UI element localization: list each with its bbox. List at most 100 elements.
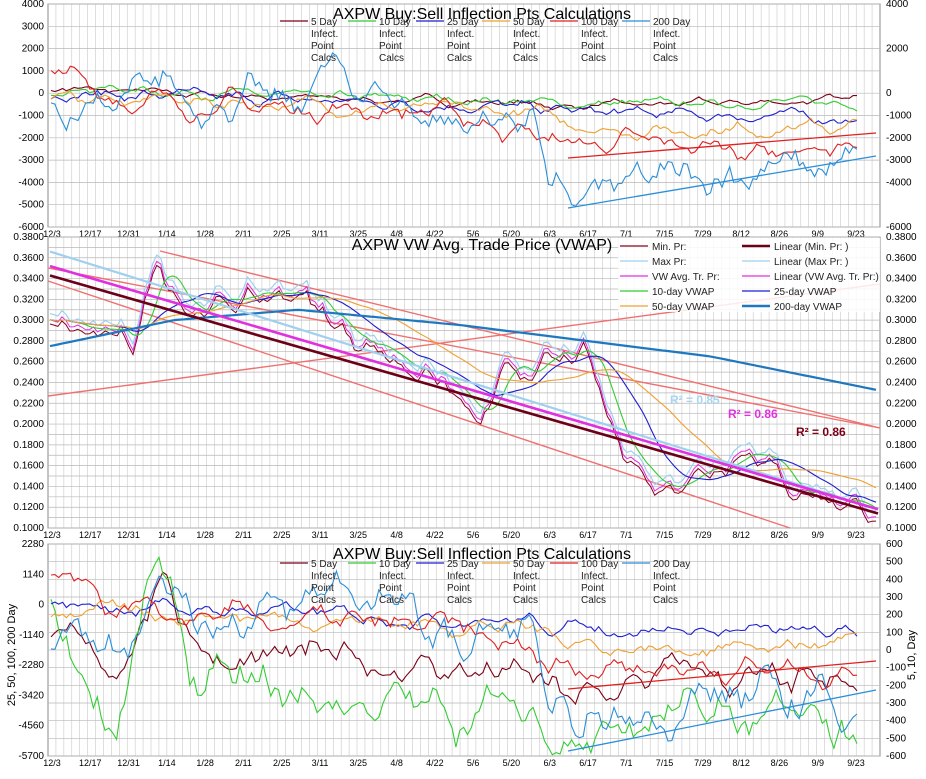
legend-label: Linear (VW Avg. Tr. Pr:) (774, 272, 879, 283)
r-squared-label: R² = 0.86 (728, 407, 778, 421)
x-tick-label: 8/26 (771, 758, 789, 768)
x-tick-label: 8/12 (732, 530, 750, 540)
y-axis-label-left: 25, 50, 100, 200 Day (6, 603, 18, 706)
legend-label: 200 Day (653, 17, 690, 28)
y-tick-left: 1140 (22, 569, 44, 580)
x-tick-label: 5/6 (467, 758, 480, 768)
x-tick-label: 3/11 (312, 530, 329, 540)
chart-title: AXPW Buy:Sell Inflection Pts Calculation… (333, 546, 631, 563)
x-tick-label: 7/29 (694, 758, 712, 768)
x-tick-label: 12/31 (117, 758, 140, 768)
y-tick-right: 0.1000 (886, 523, 917, 534)
y-tick-left: 0 (38, 600, 44, 611)
y-tick-right: 0.1800 (886, 440, 917, 451)
x-tick-label: 4/22 (426, 758, 444, 768)
x-tick-label: 2/11 (235, 530, 252, 540)
legend-label: Point (311, 583, 334, 594)
legend-box (618, 238, 880, 312)
y-tick-right: -3000 (886, 155, 912, 166)
y-tick-right: 0.2400 (886, 378, 917, 389)
legend-label: Calcs (653, 53, 678, 64)
linear-min-price (49, 274, 879, 515)
panel-2: 12/3 12/17 12/31 1/14 1/28 2/11 2/25 3/11 3/25 4/… (13, 232, 917, 540)
y-tick-right: 0.2600 (886, 357, 917, 368)
x-tick-label: 1/28 (196, 229, 214, 239)
y-tick-right: 0.1400 (886, 481, 917, 492)
y-tick-left: 0.3800 (13, 232, 44, 243)
y-tick-right: 100 (886, 627, 903, 638)
legend-label: Calcs (311, 53, 336, 64)
x-tick-label: 1/14 (158, 530, 176, 540)
legend-label: 100 Day (581, 17, 618, 28)
x-tick-label: 7/1 (620, 758, 633, 768)
legend-label: 200-day VWAP (774, 302, 842, 313)
panel-2-series (47, 250, 881, 529)
y-tick-right: 200 (886, 610, 903, 621)
legend-label: 50-day VWAP (652, 302, 715, 313)
y-tick-right: 600 (886, 539, 903, 550)
y-tick-left: 0.3600 (13, 253, 44, 264)
x-tick-label: 4/8 (390, 758, 403, 768)
legend-label: Max Pr: (652, 257, 686, 268)
legend-label: Infect. (653, 571, 680, 582)
panel-1-horizontal-grid (48, 3, 880, 228)
legend-label: Calcs (581, 595, 606, 606)
x-tick-label: 8/12 (732, 229, 750, 239)
x-tick-label: 7/1 (620, 229, 633, 239)
x-tick-label: 12/17 (79, 229, 102, 239)
x-tick-label: 2/11 (235, 758, 252, 768)
x-tick-label: 6/3 (543, 758, 556, 768)
x-tick-label: 9/9 (811, 758, 824, 768)
panel-1: 12/3 12/17 12/31 1/14 1/28 2/11 2/25 3/11 3/25 4/… (18, 0, 912, 239)
legend-label: Point (447, 41, 470, 52)
legend-label: Infect. (513, 29, 540, 40)
x-tick-label: 9/9 (811, 530, 824, 540)
x-tick-label: 2/25 (273, 530, 291, 540)
legend-label: Infect. (581, 571, 608, 582)
y-tick-left: -2280 (18, 660, 44, 671)
y-tick-right: -6000 (886, 222, 912, 233)
y-tick-left: -5700 (18, 751, 44, 762)
legend-label: 10-day VWAP (652, 287, 715, 298)
x-tick-label: 5/6 (467, 229, 480, 239)
y-tick-left: 3000 (22, 21, 45, 32)
x-tick-label: 5/6 (467, 530, 480, 540)
y-tick-left: 0.2200 (13, 398, 44, 409)
vwap-200-day (49, 308, 877, 391)
legend-label: Infect. (311, 571, 338, 582)
x-tick-label: 7/15 (656, 229, 674, 239)
series-line (50, 65, 858, 161)
legend-label: Infect. (513, 571, 540, 582)
linear-vwap (49, 264, 879, 511)
x-tick-label: 9/9 (811, 229, 824, 239)
y-tick-left: -3000 (18, 155, 44, 166)
x-tick-label: 8/26 (771, 530, 789, 540)
panel-2-legend: Min. Pr: Linear (Min. Pr: ) Max Pr: Linear … (618, 238, 880, 313)
y-tick-left: -5000 (18, 200, 44, 211)
panel-3-series (50, 555, 877, 756)
series-line (50, 86, 857, 111)
series-line (51, 84, 858, 112)
legend-label: Point (581, 583, 604, 594)
legend-label: Point (311, 41, 334, 52)
y-tick-right: 0.1600 (886, 461, 917, 472)
y-tick-left: 0.2600 (13, 357, 44, 368)
x-tick-label: 3/25 (350, 758, 368, 768)
legend-label: 200 Day (653, 559, 690, 570)
y-tick-right: -400 (886, 716, 906, 727)
y-tick-right: 0.2200 (886, 398, 917, 409)
y-tick-left: 0.1000 (13, 523, 44, 534)
y-tick-left: -4560 (18, 721, 44, 732)
x-tick-label: 2/11 (235, 229, 252, 239)
y-tick-right: 4000 (886, 0, 909, 10)
y-tick-left: 0.2400 (13, 378, 44, 389)
panel-3-horizontal-grid (48, 543, 880, 757)
x-tick-label: 12/31 (117, 229, 140, 239)
vwap-line (49, 260, 877, 519)
legend-label: Point (653, 583, 676, 594)
legend-label: 25 Day (447, 559, 479, 570)
x-tick-label: 3/25 (350, 530, 368, 540)
y-tick-right: -1000 (886, 111, 912, 122)
y-tick-left: 0.2000 (13, 419, 44, 430)
